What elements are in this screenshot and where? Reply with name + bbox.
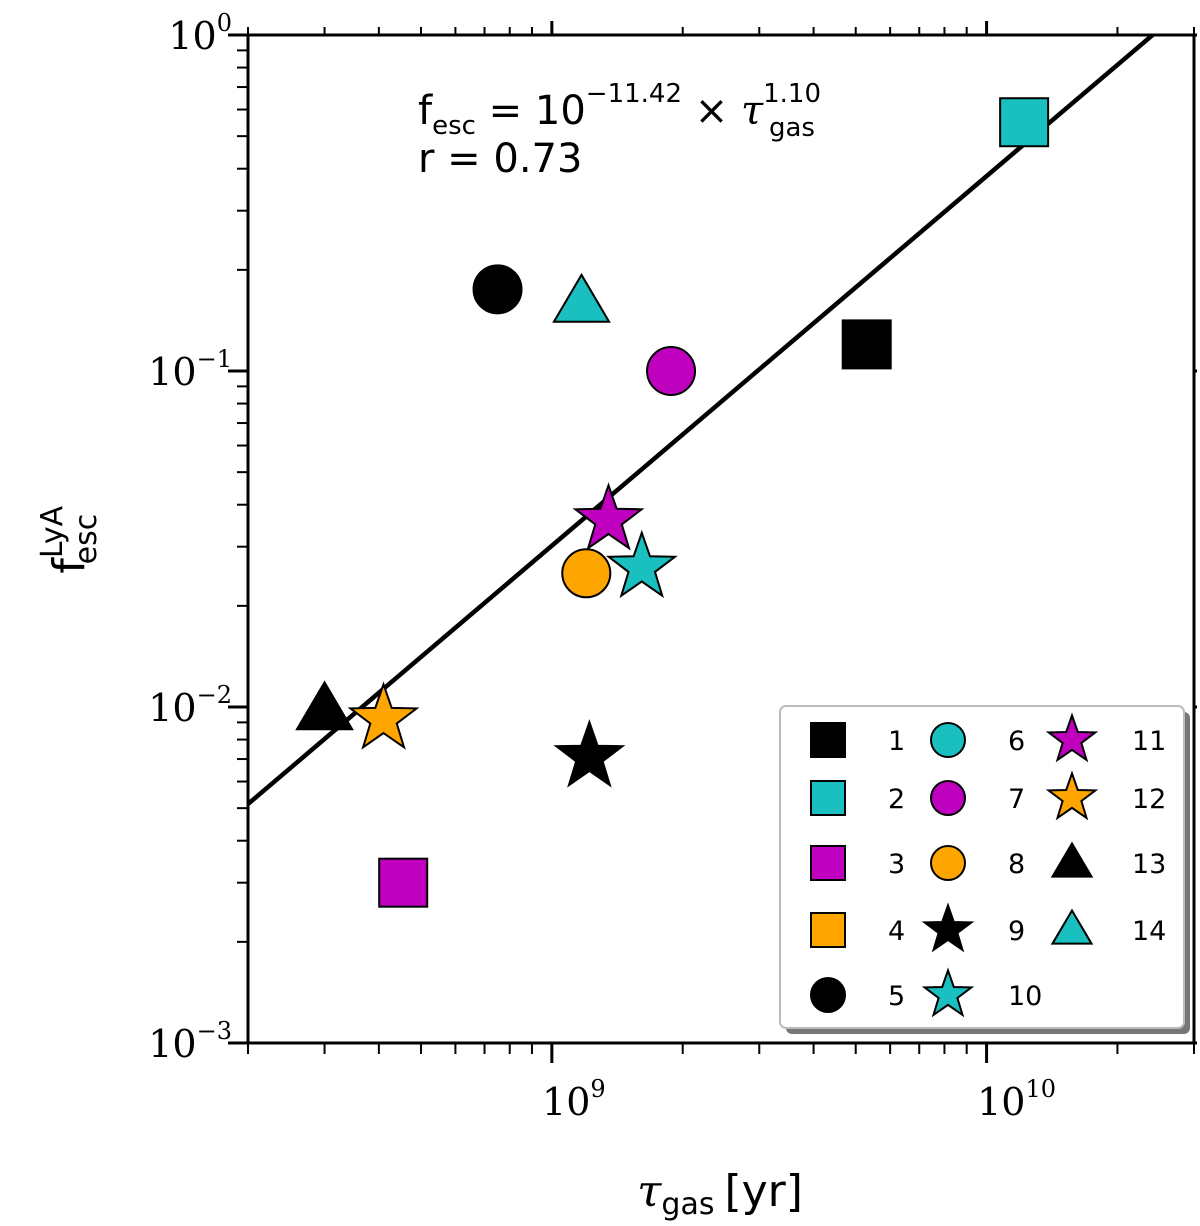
legend-marker-3	[810, 845, 846, 881]
x-axis-title: τgas [yr]	[637, 1166, 803, 1222]
data-point-3	[378, 857, 429, 908]
legend-label-10: 10	[1008, 981, 1042, 1012]
legend-label-5: 5	[888, 981, 905, 1012]
legend-label-3: 3	[888, 849, 905, 880]
axis-ticks	[228, 21, 1197, 1063]
data-point-9	[553, 719, 626, 788]
data-point-11	[572, 482, 645, 551]
legend-label-4: 4	[888, 916, 905, 947]
legend-marker-9	[921, 902, 975, 953]
data-point-2	[999, 97, 1050, 148]
legend-label-1: 1	[888, 726, 905, 757]
data-point-8	[561, 548, 612, 599]
plot-frame	[246, 33, 1196, 1045]
legend-label-9: 9	[1008, 916, 1025, 947]
data-point-5	[472, 264, 523, 315]
legend-marker-7	[930, 780, 966, 816]
data-point-1	[841, 319, 892, 370]
legend-label-6: 6	[1008, 726, 1025, 757]
data-point-12	[347, 681, 420, 750]
legend-label-12: 12	[1132, 784, 1166, 815]
data-point-14	[552, 272, 611, 323]
data-point-7	[646, 346, 697, 396]
legend-label-7: 7	[1008, 784, 1025, 815]
legend-marker-10	[921, 967, 975, 1018]
legend-marker-5	[810, 977, 846, 1013]
x-tick-label: 109	[542, 1075, 606, 1124]
legend-label-2: 2	[888, 784, 905, 815]
data-point-13	[295, 680, 354, 731]
legend-marker-1	[810, 722, 846, 758]
legend-marker-12	[1045, 770, 1099, 821]
data-points	[295, 97, 1050, 908]
legend-label-11: 11	[1132, 726, 1166, 757]
legend-label-14: 14	[1132, 916, 1166, 947]
y-tick-label: 10−1	[148, 345, 232, 394]
legend-marker-8	[930, 845, 966, 881]
legend-marker-11	[1045, 712, 1099, 763]
fit-equation: fesc = 10−11.42 × τ1.10 gas	[418, 79, 821, 143]
legend-label-13: 13	[1132, 849, 1166, 880]
legend-marker-6	[930, 722, 966, 758]
legend-label-8: 8	[1008, 849, 1025, 880]
legend-marker-2	[810, 780, 846, 816]
legend-box	[779, 705, 1185, 1029]
legend-marker-4	[810, 912, 846, 948]
legend-marker-13	[1050, 841, 1094, 878]
x-tick-label: 1010	[977, 1075, 1056, 1124]
y-tick-label: 10−3	[148, 1017, 232, 1066]
correlation-coefficient: r = 0.73	[418, 136, 582, 182]
svg-text:fLyAesc: fLyAesc	[35, 505, 104, 573]
y-axis-title: fLyAesc	[35, 505, 104, 573]
data-point-10	[605, 529, 678, 599]
legend-marker-14	[1050, 908, 1094, 945]
y-tick-label: 10−2	[148, 681, 232, 730]
y-tick-label: 100	[168, 9, 232, 58]
